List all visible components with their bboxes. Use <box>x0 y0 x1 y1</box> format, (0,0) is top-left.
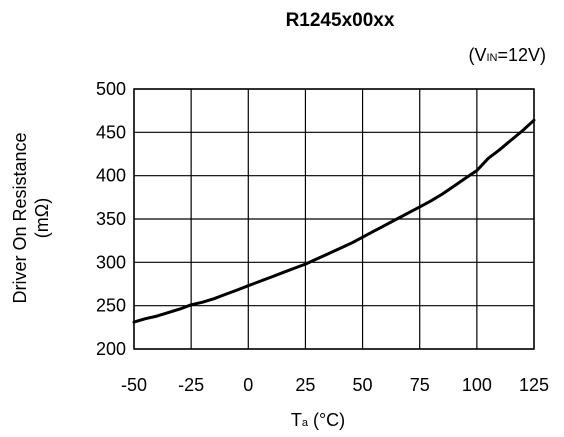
y-tick-labels: 200 250 300 350 400 450 500 <box>96 79 126 359</box>
y-axis-label: Driver On Resistance <box>10 132 30 303</box>
curve-layer <box>132 118 536 324</box>
test-condition: (VIN=12V) <box>468 45 546 65</box>
y-tick-label-0: 200 <box>96 339 126 359</box>
x-tick-labels: -50 -25 0 25 50 75 100 125 <box>121 375 549 395</box>
x-tick-label-3: 25 <box>295 375 315 395</box>
x-tick-label-1: -25 <box>178 375 204 395</box>
series-line-0 <box>132 118 536 324</box>
y-axis-unit: (mΩ) <box>32 198 52 238</box>
grid <box>133 88 535 350</box>
y-tick-label-2: 300 <box>96 252 126 272</box>
x-axis-label: Ta (°C) <box>291 410 345 430</box>
x-tick-label-2: 0 <box>243 375 253 395</box>
x-tick-label-0: -50 <box>121 375 147 395</box>
plot-frame <box>133 88 535 350</box>
y-tick-label-3: 350 <box>96 209 126 229</box>
y-tick-label-5: 450 <box>96 122 126 142</box>
x-tick-label-7: 125 <box>519 375 549 395</box>
chart-title: R1245x00xx <box>286 10 395 31</box>
x-tick-label-4: 50 <box>353 375 373 395</box>
x-tick-label-5: 75 <box>410 375 430 395</box>
x-tick-label-6: 100 <box>462 375 492 395</box>
y-tick-label-1: 250 <box>96 296 126 316</box>
y-tick-label-6: 500 <box>96 79 126 99</box>
y-tick-label-4: 400 <box>96 166 126 186</box>
